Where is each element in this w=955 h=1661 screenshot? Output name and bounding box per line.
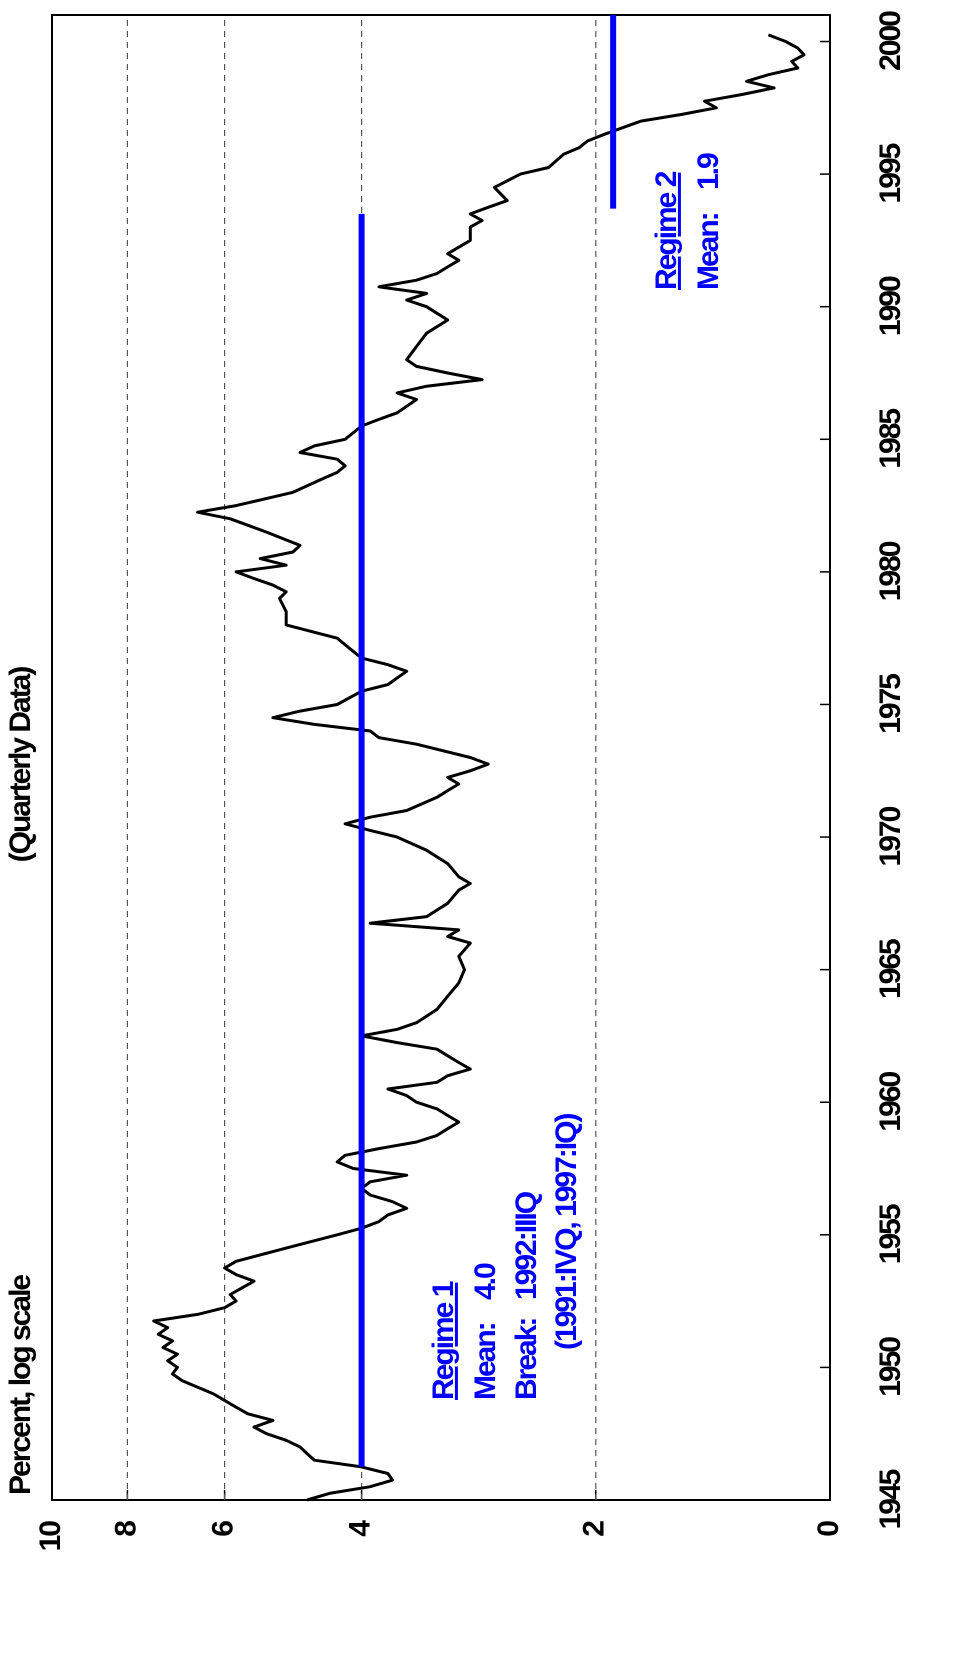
x-tick-label: 1990 [874,276,907,336]
data-line [152,33,806,1502]
regime-name: Regime 2 [650,171,683,290]
y-tick-label: 8 [109,1521,142,1537]
x-tick-label: 1950 [874,1337,907,1397]
y-tick-label: 10 [34,1521,67,1552]
x-tick-label: 1980 [874,541,907,601]
chart-subtitle: (Quarterly Data) [4,667,37,863]
regime-name: Regime 1 [427,1281,460,1400]
rotated-plot: Percent, log scale (Quarterly Data) 0 2 4 6… [4,11,907,1552]
chart-title: Percent, log scale [4,1275,37,1495]
x-tick-label: 1995 [874,143,907,203]
regime-mean-text: Mean: [692,213,725,290]
regime-break: 1992:IIIQ [510,1191,543,1300]
regime-mean-label: 4.0 [469,1263,502,1300]
x-tick-label: 1965 [874,939,907,999]
x-tick-label: 1955 [874,1204,907,1264]
plot-frame [51,14,831,1501]
x-tick-label: 1960 [874,1072,907,1132]
y-tick-label: 2 [578,1521,611,1537]
x-tick-label: 2000 [874,11,907,71]
x-tick-label: 1985 [874,409,907,469]
x-tick-label: 1975 [874,674,907,734]
y-tick-label: 0 [812,1521,845,1537]
regime-mean-text: Mean: [469,1323,502,1400]
regime-break-text: Break: [510,1319,543,1400]
x-tick-label: 1945 [874,1469,907,1529]
regime-interval: (1991:IVQ, 1997:IQ) [550,1114,583,1350]
x-tick-label: 1970 [874,806,907,866]
y-tick-label: 4 [344,1520,377,1537]
y-tick-label: 6 [207,1521,240,1537]
regime-mean-label: 1.9 [692,153,725,190]
